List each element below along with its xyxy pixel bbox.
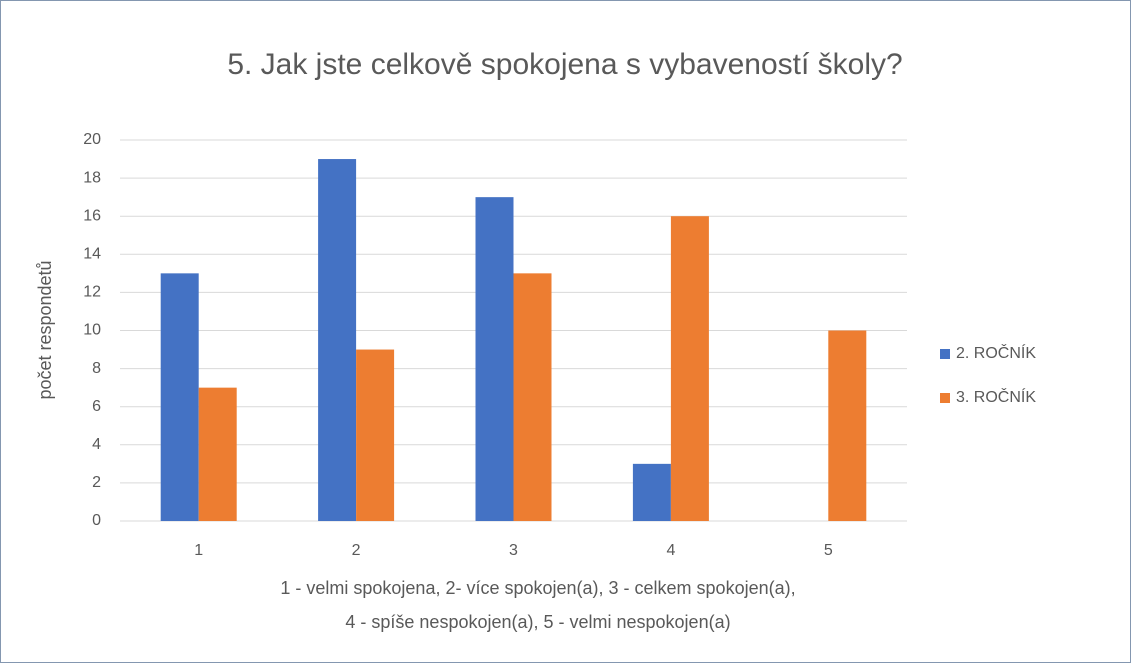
y-tick-label: 14	[83, 246, 101, 263]
y-tick-label: 4	[92, 436, 101, 453]
x-axis-label: 1 - velmi spokojena, 2- více spokojen(a)…	[280, 578, 795, 598]
x-tick-label: 2	[352, 542, 361, 559]
legend-label: 3. ROČNÍK	[956, 387, 1036, 406]
chart-title: 5. Jak jste celkově spokojena s vybaveno…	[227, 48, 902, 81]
bar	[318, 159, 357, 522]
x-tick-label: 5	[824, 542, 833, 559]
y-tick-label: 10	[83, 322, 101, 339]
bar	[513, 273, 552, 521]
y-tick-label: 20	[83, 131, 101, 148]
bar	[632, 463, 671, 521]
legend-swatch	[940, 349, 950, 359]
x-tick-label: 3	[509, 542, 518, 559]
bar	[160, 273, 199, 521]
y-tick-label: 18	[83, 169, 101, 186]
bar	[670, 216, 709, 521]
y-tick-label: 16	[83, 207, 101, 224]
y-tick-label: 0	[92, 512, 101, 529]
x-tick-label: 1	[194, 542, 203, 559]
y-tick-label: 8	[92, 360, 101, 377]
y-tick-label: 2	[92, 474, 101, 491]
bar	[198, 387, 237, 521]
bar	[475, 197, 514, 521]
y-tick-label: 12	[83, 284, 101, 301]
bar	[828, 330, 867, 521]
y-axis-label: počet respondetů	[35, 260, 55, 399]
y-tick-label: 6	[92, 398, 101, 415]
bar	[356, 349, 395, 521]
legend-label: 2. ROČNÍK	[956, 343, 1036, 362]
x-tick-label: 4	[666, 542, 675, 559]
x-axis-label: 4 - spíše nespokojen(a), 5 - velmi nespo…	[345, 612, 730, 632]
legend-swatch	[940, 393, 950, 403]
